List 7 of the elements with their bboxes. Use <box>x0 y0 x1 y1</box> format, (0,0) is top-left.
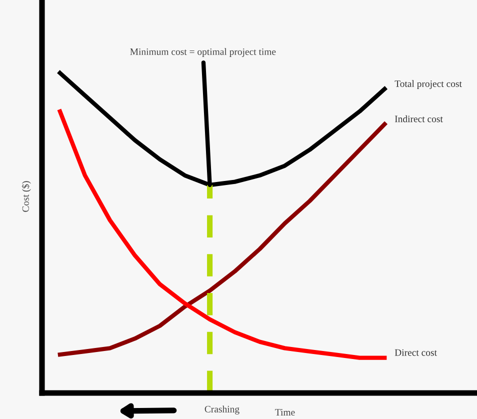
series-label: Direct cost <box>394 349 437 356</box>
series-label: Total project cost <box>394 80 462 89</box>
y-axis-title: Cost ($) <box>22 181 31 212</box>
x-axis-title: Time <box>275 409 295 416</box>
text: Crashing <box>204 406 240 414</box>
text: Minimum cost = optimal project time <box>130 48 276 57</box>
series-label: Indirect cost <box>394 115 443 122</box>
